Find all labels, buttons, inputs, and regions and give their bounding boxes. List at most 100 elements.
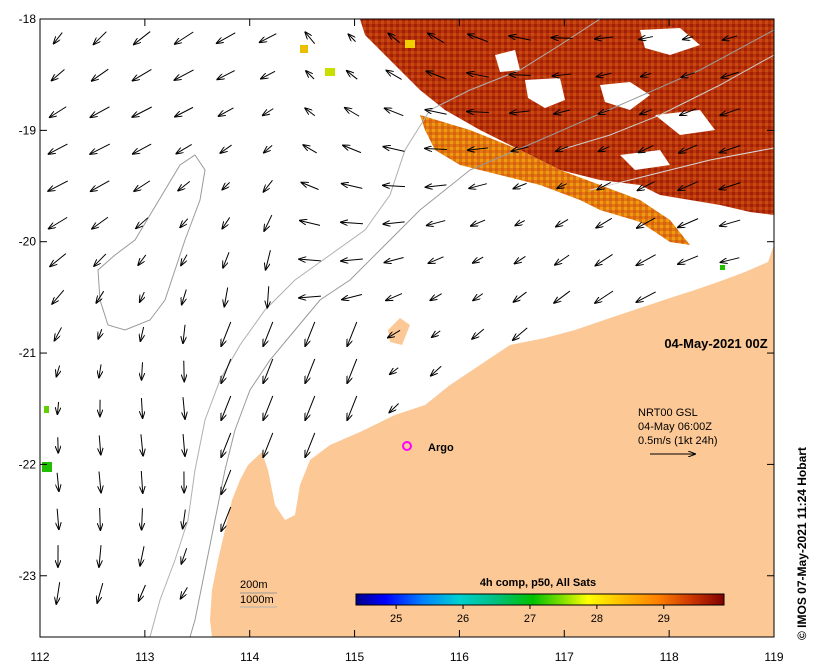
lon-tick-label: 116 xyxy=(450,650,469,664)
current-vector-arrow xyxy=(263,108,274,116)
sst-pixel xyxy=(44,406,49,413)
current-vector-arrow xyxy=(50,253,67,267)
current-vector-arrow xyxy=(221,432,232,457)
current-vector-arrow xyxy=(178,181,191,190)
current-vector-arrow xyxy=(473,293,484,301)
current-vector-arrow xyxy=(596,217,613,227)
current-vector-arrow xyxy=(472,328,485,339)
land-mass xyxy=(210,245,774,637)
current-vector-arrow xyxy=(263,395,274,420)
lon-tick-label: 119 xyxy=(764,650,783,664)
current-vector-arrow xyxy=(305,321,316,346)
colorbar xyxy=(355,593,725,606)
current-vector-arrow xyxy=(221,506,232,531)
current-vector-arrow xyxy=(515,256,526,263)
current-vector-arrow xyxy=(305,32,316,45)
current-vector-arrow xyxy=(513,182,527,188)
current-vector-arrow xyxy=(640,110,653,115)
current-vector-arrow xyxy=(220,144,232,153)
current-vector-arrow xyxy=(48,180,68,191)
current-vector-arrow xyxy=(49,143,68,154)
lon-tick-label: 113 xyxy=(135,650,154,664)
current-vector-arrow xyxy=(261,70,276,78)
cloud-gap xyxy=(620,150,670,170)
current-vector-arrow xyxy=(180,218,189,228)
current-vector-arrow xyxy=(140,326,143,341)
current-vector-arrow xyxy=(510,111,530,113)
lon-tick-label: 115 xyxy=(345,650,364,664)
current-vector-arrow xyxy=(134,180,151,191)
current-vector-arrow xyxy=(221,395,232,420)
current-vector-arrow xyxy=(552,38,573,39)
current-vector-arrow xyxy=(678,218,699,228)
current-vector-arrow xyxy=(386,293,403,301)
current-vector-arrow xyxy=(469,183,487,189)
current-vector-arrow xyxy=(388,329,401,337)
current-vector-arrow xyxy=(98,329,102,339)
current-vector-arrow xyxy=(720,145,741,153)
lon-tick-label: 117 xyxy=(555,650,574,664)
current-vector-arrow xyxy=(99,545,101,567)
current-vector-arrow xyxy=(183,434,185,456)
current-vector-arrow xyxy=(99,435,101,454)
argo-float: Argo xyxy=(402,441,454,454)
current-vector-arrow xyxy=(509,36,531,41)
colorbar-tick-label: 29 xyxy=(658,613,670,625)
sst-pixel xyxy=(405,40,415,48)
current-vector-arrow xyxy=(94,31,107,45)
isobath-1000-label: 1000m xyxy=(240,594,274,606)
current-vector-arrow xyxy=(263,321,274,346)
current-vector-arrow xyxy=(50,106,67,117)
current-vector-arrow xyxy=(342,293,363,299)
current-vector-arrow xyxy=(57,401,58,414)
cloud-gap xyxy=(525,78,565,108)
current-vector-arrow xyxy=(428,33,445,44)
current-vector-arrow xyxy=(222,182,230,189)
current-vector-arrow xyxy=(383,222,405,224)
current-vector-arrow xyxy=(181,587,188,598)
cloud-gap xyxy=(655,110,715,135)
current-vector-arrow xyxy=(723,36,738,40)
current-vector-arrow xyxy=(221,321,232,346)
current-vector-arrow xyxy=(680,108,697,115)
current-vector-arrow xyxy=(133,68,152,80)
current-vector-arrow xyxy=(720,108,740,116)
current-vector-arrow xyxy=(49,216,68,228)
current-legend-line2: 04-May 06:00Z xyxy=(638,421,712,433)
current-vector-arrow xyxy=(266,250,271,269)
current-vector-arrow xyxy=(58,437,59,452)
current-vector-arrow xyxy=(92,68,109,81)
current-vector-arrow xyxy=(94,253,107,266)
current-vector-arrow xyxy=(175,31,194,44)
current-vector-arrow xyxy=(90,143,111,154)
current-vector-arrow xyxy=(141,434,143,455)
current-vector-arrow xyxy=(468,34,489,43)
lon-tick-label: 118 xyxy=(660,650,679,664)
current-vector-arrow xyxy=(301,182,319,190)
current-vector-arrow xyxy=(512,146,529,151)
current-vector-arrow xyxy=(385,108,404,117)
current-vector-arrow xyxy=(431,365,442,375)
current-vector-arrow xyxy=(221,469,232,494)
current-vector-arrow xyxy=(305,358,316,383)
current-vector-arrow xyxy=(471,219,486,226)
current-vector-arrow xyxy=(597,181,611,189)
colorbar-tick-label: 28 xyxy=(591,613,603,625)
current-vector-arrow xyxy=(99,471,101,493)
current-vector-arrow xyxy=(467,73,489,78)
current-vector-arrow xyxy=(181,254,188,266)
current-vector-arrow xyxy=(554,290,571,303)
sst-pixel xyxy=(42,462,52,472)
sst-pixel xyxy=(325,68,335,76)
current-vector-arrow xyxy=(681,73,695,78)
cloud-gap xyxy=(495,50,520,72)
current-vectors xyxy=(48,31,741,604)
current-vector-arrow xyxy=(267,286,268,307)
isobath-1000m xyxy=(149,19,601,637)
current-vector-arrow xyxy=(678,181,698,191)
current-vector-arrow xyxy=(132,106,152,117)
current-vector-arrow xyxy=(263,432,274,457)
lat-tick-label: -21 xyxy=(19,346,37,360)
current-vector-arrow xyxy=(599,147,610,152)
current-vector-arrow xyxy=(97,582,104,603)
